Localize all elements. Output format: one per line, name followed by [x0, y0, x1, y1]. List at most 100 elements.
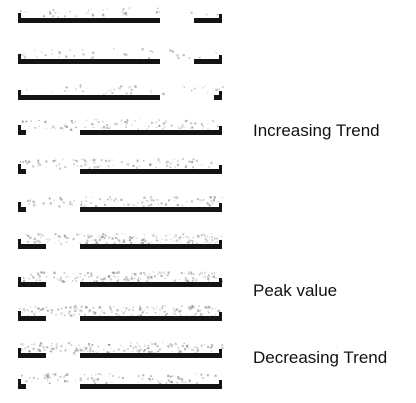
noise-speckle [98, 239, 101, 241]
noise-speckle [84, 163, 87, 166]
noise-speckle [139, 308, 142, 311]
noise-speckle [113, 199, 116, 202]
noise-speckle [138, 350, 141, 353]
noise-speckle [173, 310, 176, 313]
noise-speckle [118, 348, 120, 351]
noise-speckle [187, 236, 190, 239]
noise-speckle [141, 202, 143, 205]
noise-speckle [73, 352, 76, 355]
noise-speckle [215, 314, 217, 316]
noise-speckle [143, 196, 146, 199]
noise-speckle [191, 240, 193, 242]
noise-speckle [54, 11, 57, 14]
noise-speckle [60, 307, 63, 310]
noise-speckle [42, 203, 45, 206]
noise-speckle [179, 236, 181, 238]
noise-speckle [207, 242, 209, 244]
noise-speckle [189, 273, 191, 275]
strip-edge-tick [219, 349, 222, 357]
noise-speckle [137, 128, 140, 131]
noise-speckle [217, 309, 220, 312]
noise-speckle [199, 314, 202, 317]
noise-speckle [181, 305, 183, 307]
noise-speckle [67, 90, 69, 92]
noise-speckle [67, 237, 69, 239]
noise-speckle [171, 346, 172, 348]
noise-speckle [134, 236, 135, 238]
signal-strip-row [18, 7, 222, 23]
strip-bar-segment [18, 95, 160, 100]
noise-speckle [99, 238, 102, 241]
noise-speckle [176, 204, 179, 207]
noise-speckle [112, 275, 115, 278]
noise-speckle [168, 199, 170, 202]
noise-speckle [141, 242, 144, 245]
noise-speckle [41, 51, 43, 53]
noise-speckle [128, 308, 131, 311]
noise-speckle [217, 241, 218, 243]
noise-speckle [137, 280, 139, 282]
signal-strip-row [18, 305, 222, 321]
noise-speckle [212, 275, 215, 278]
noise-speckle [176, 54, 179, 57]
noise-speckle [118, 271, 121, 274]
noise-speckle [91, 350, 94, 352]
noise-speckle [32, 200, 35, 203]
noise-speckle [131, 124, 133, 126]
noise-speckle [131, 277, 134, 281]
noise-speckle [149, 50, 151, 52]
noise-speckle [105, 92, 107, 94]
noise-speckle [122, 346, 124, 348]
noise-speckle [169, 167, 171, 169]
noise-speckle [125, 276, 128, 278]
noise-speckle [103, 93, 105, 96]
noise-speckle [101, 311, 103, 313]
noise-speckle [117, 314, 120, 317]
noise-speckle [39, 342, 43, 345]
strip-edge-tick [219, 91, 222, 99]
noise-speckle [217, 201, 220, 203]
noise-speckle [126, 279, 128, 281]
noise-speckle [45, 306, 47, 309]
noise-speckle [182, 54, 185, 57]
noise-speckle [60, 278, 62, 281]
noise-speckle [168, 198, 171, 201]
noise-speckle [182, 85, 184, 87]
noise-speckle [125, 121, 128, 124]
noise-speckle [81, 311, 83, 313]
noise-speckle [38, 125, 40, 128]
noise-speckle [70, 128, 73, 131]
noise-speckle [207, 281, 209, 282]
noise-speckle [164, 273, 166, 275]
noise-speckle [109, 305, 111, 308]
noise-speckle [116, 280, 119, 283]
strip-edge-tick [18, 90, 21, 99]
noise-speckle [38, 277, 40, 279]
signal-strip-row [18, 119, 222, 135]
noise-speckle [192, 158, 195, 161]
noise-speckle [43, 346, 46, 348]
noise-speckle [26, 310, 28, 312]
strip-edge-tick [219, 312, 222, 320]
noise-speckle [98, 234, 100, 236]
noise-speckle [82, 350, 84, 352]
noise-speckle [73, 273, 74, 275]
noise-speckle [130, 342, 132, 344]
noise-speckle [201, 164, 203, 166]
noise-speckle [65, 55, 68, 58]
noise-speckle [149, 276, 152, 279]
noise-speckle [193, 273, 195, 275]
noise-speckle [161, 238, 163, 240]
noise-speckle [161, 128, 164, 130]
noise-speckle [109, 278, 112, 281]
noise-speckle [74, 305, 77, 308]
noise-speckle [45, 160, 48, 163]
noise-speckle [115, 122, 118, 125]
noise-speckle [24, 381, 26, 383]
noise-speckle [96, 166, 99, 169]
noise-speckle [206, 202, 209, 205]
noise-speckle [22, 161, 25, 163]
noise-speckle [137, 375, 140, 378]
noise-speckle [115, 349, 117, 351]
noise-speckle [60, 276, 62, 279]
